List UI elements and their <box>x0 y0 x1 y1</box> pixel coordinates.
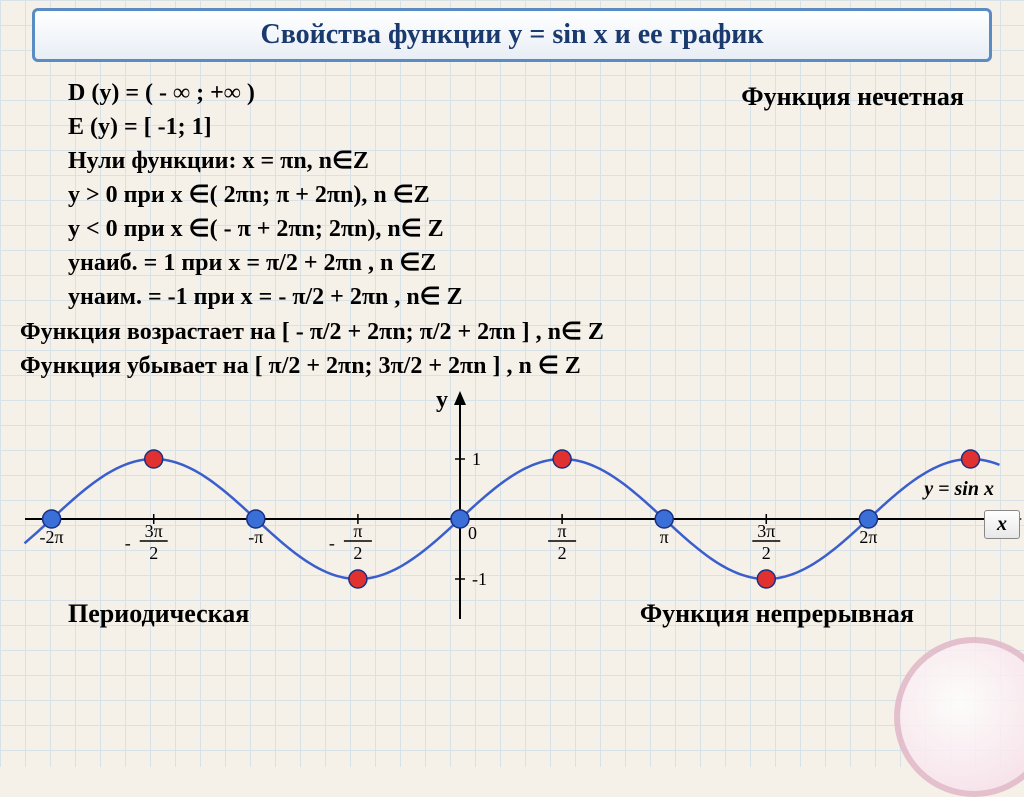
periodic-label: Периодическая <box>68 599 249 629</box>
svg-text:2: 2 <box>353 543 362 563</box>
title-box: Свойства функции y = sin x и ее график <box>32 8 992 62</box>
svg-text:π: π <box>353 521 362 541</box>
main-content: Свойства функции y = sin x и ее график Ф… <box>0 0 1024 637</box>
svg-text:-2π: -2π <box>40 527 64 547</box>
chart-svg: y1-1-2π-3π2-π-π20π2π3π22π <box>20 389 1024 629</box>
function-label: y = sin x <box>924 478 994 501</box>
prop-ymin: yнаим. = -1 при x = - π/2 + 2πn , n∈ Z <box>68 280 982 314</box>
continuous-label: Функция непрерывная <box>640 599 914 629</box>
svg-text:π: π <box>558 521 567 541</box>
sine-chart: y1-1-2π-3π2-π-π20π2π3π22π <box>20 389 1024 629</box>
svg-text:2: 2 <box>558 543 567 563</box>
prop-zeros: Нули функции: x = πn, n∈Z <box>68 144 982 178</box>
svg-text:-1: -1 <box>472 569 487 589</box>
svg-text:2: 2 <box>149 543 158 563</box>
svg-text:3π: 3π <box>757 521 775 541</box>
prop-range: E (y) = [ -1; 1] <box>68 110 982 144</box>
svg-text:2: 2 <box>762 543 771 563</box>
svg-text:y: y <box>436 389 448 413</box>
svg-text:-π: -π <box>248 527 263 547</box>
svg-text:-: - <box>329 533 335 553</box>
odd-function-label: Функция нечетная <box>741 82 964 112</box>
prop-decreasing: Функция убывает на [ π/2 + 2πn; 3π/2 + 2… <box>20 349 982 383</box>
prop-negative: y < 0 при x ∈( - π + 2πn; 2πn), n∈ Z <box>68 212 982 246</box>
svg-text:-: - <box>125 533 131 553</box>
svg-text:3π: 3π <box>145 521 163 541</box>
svg-text:0: 0 <box>468 523 477 543</box>
prop-ymax: yнаиб. = 1 при x = π/2 + 2πn , n ∈Z <box>68 246 982 280</box>
prop-positive: y > 0 при x ∈( 2πn; π + 2πn), n ∈Z <box>68 178 982 212</box>
prop-increasing: Функция возрастает на [ - π/2 + 2πn; π/2… <box>20 315 982 349</box>
page-title: Свойства функции y = sin x и ее график <box>260 19 763 50</box>
svg-text:π: π <box>660 527 669 547</box>
x-axis-label-box: x <box>984 510 1020 539</box>
svg-text:2π: 2π <box>859 527 877 547</box>
svg-text:1: 1 <box>472 449 481 469</box>
properties-wide: Функция возрастает на [ - π/2 + 2πn; π/2… <box>12 315 1012 383</box>
